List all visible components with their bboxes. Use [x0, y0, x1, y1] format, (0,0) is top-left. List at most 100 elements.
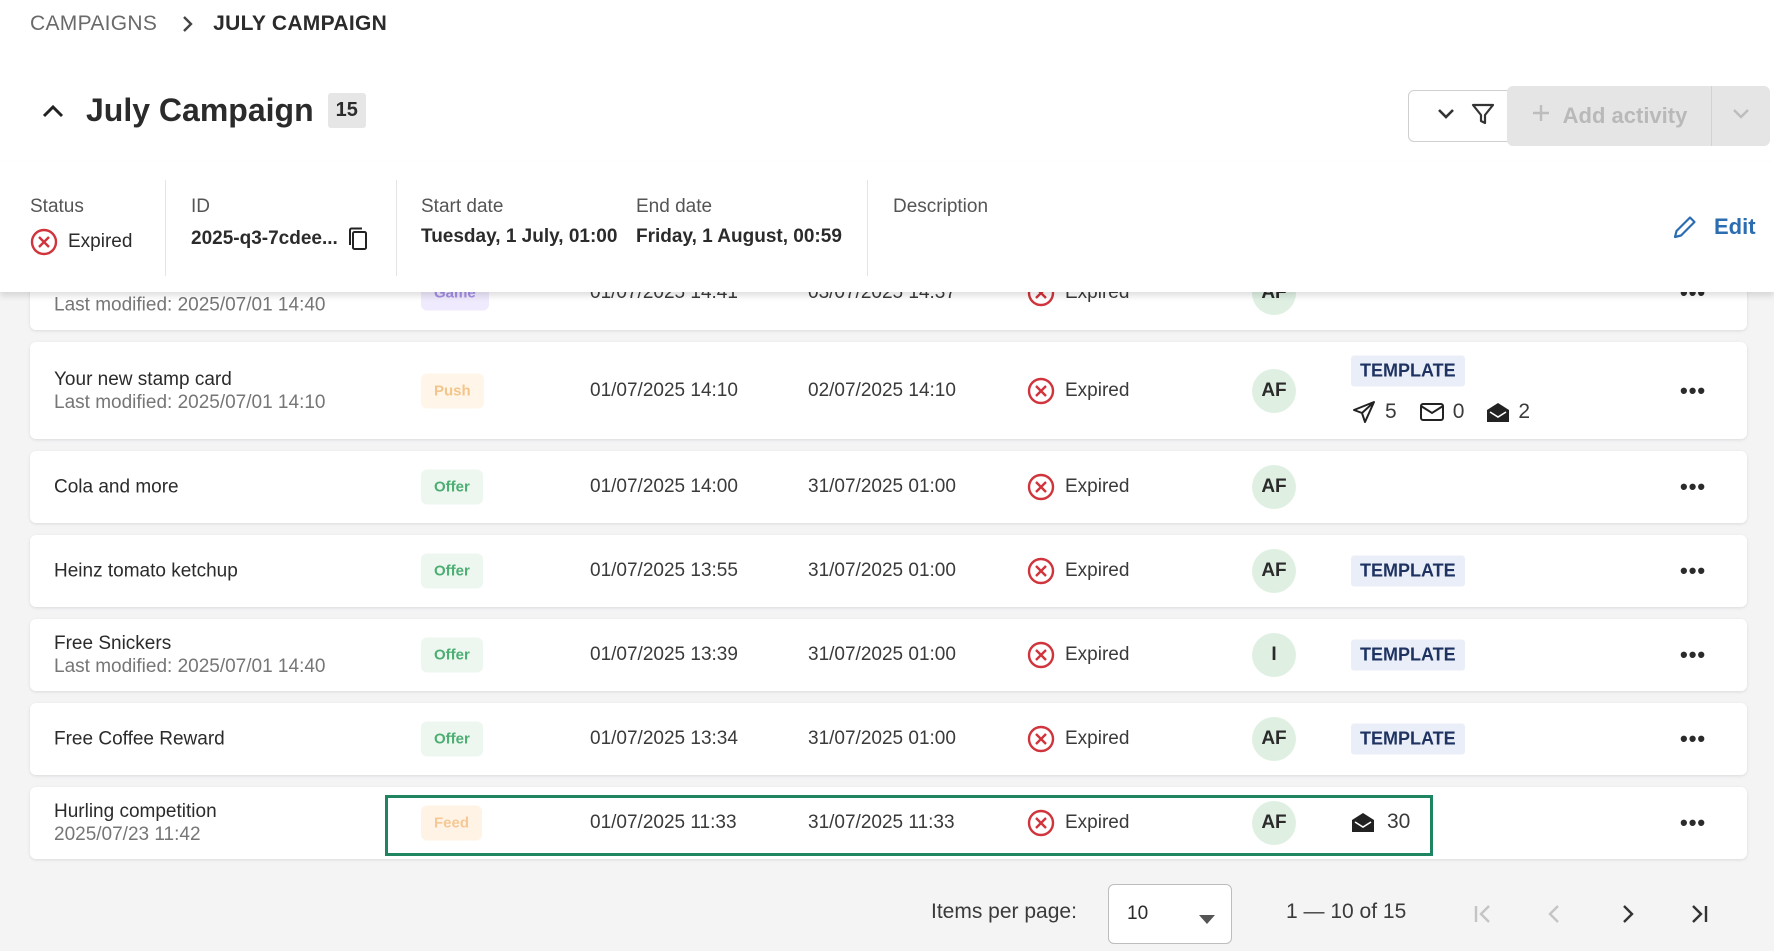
template-tag: TEMPLATE: [1351, 355, 1465, 387]
status-label: Status: [30, 196, 84, 217]
owner-avatar: AF: [1252, 465, 1296, 509]
activity-end-date: 31/07/2025 01:00: [808, 644, 956, 665]
activity-type-chip: Offer: [421, 469, 483, 505]
activity-end-date: 31/07/2025 11:33: [808, 812, 955, 833]
last-page-icon: [1692, 905, 1708, 923]
activity-name: Last modified: 2025/07/01 14:40: [54, 294, 325, 317]
end-date-label: End date: [636, 196, 713, 217]
status-text: Expired: [1065, 644, 1130, 665]
chevron-right-icon: [1623, 905, 1634, 923]
activity-row[interactable]: Hurling competition 2025/07/23 11:42 Fee…: [30, 787, 1747, 859]
activity-type-chip: Feed: [421, 805, 483, 841]
activity-title: Cola and more: [54, 476, 179, 498]
activity-title: Hurling competition: [54, 801, 217, 822]
filter-icon: [1470, 101, 1496, 132]
activity-row[interactable]: Cola and more Offer 01/07/2025 14:00 31/…: [30, 451, 1747, 523]
expired-icon: [1027, 473, 1055, 501]
expired-icon: [1027, 377, 1055, 404]
activity-name: Free Coffee Reward: [54, 728, 225, 751]
status-text: Expired: [1065, 476, 1130, 497]
status-text: Expired: [1065, 812, 1130, 833]
expired-icon: [1027, 641, 1055, 669]
add-activity-button[interactable]: Add activity: [1507, 86, 1711, 146]
last-page-button[interactable]: [1682, 897, 1716, 931]
activity-type-chip: Push: [421, 373, 484, 408]
items-per-page-value: 10: [1127, 903, 1149, 924]
more-options-button[interactable]: •••: [1680, 474, 1707, 499]
id-value: 2025-q3-7cdee...: [191, 226, 370, 252]
activity-title: Free Coffee Reward: [54, 728, 225, 750]
status-text: Expired: [1065, 728, 1130, 749]
next-page-button[interactable]: [1610, 897, 1644, 931]
activity-name: Your new stamp card Last modified: 2025/…: [54, 368, 325, 414]
sent-count: 5: [1385, 400, 1397, 423]
chevron-down-icon: [1732, 107, 1750, 125]
previous-page-button[interactable]: [1538, 897, 1572, 931]
campaign-info-panel: Status Expired ID 2025-q3-7cdee... Start…: [0, 162, 1774, 292]
delivered-count: 0: [1452, 400, 1465, 423]
filter-button[interactable]: [1408, 90, 1524, 142]
template-tag: TEMPLATE: [1351, 723, 1465, 755]
chevron-down-icon: [1436, 107, 1456, 126]
more-options-button[interactable]: •••: [1680, 810, 1707, 835]
activity-end-date: 31/07/2025 01:00: [808, 476, 956, 497]
activity-name: Free Snickers Last modified: 2025/07/01 …: [54, 632, 325, 678]
owner-avatar: AF: [1252, 801, 1296, 845]
id-label: ID: [191, 196, 210, 217]
chevron-left-icon: [1548, 905, 1559, 923]
activity-start-date: 01/07/2025 14:00: [590, 476, 738, 497]
edit-button[interactable]: Edit: [1670, 212, 1756, 242]
breadcrumb-campaigns-link[interactable]: CAMPAIGNS: [30, 12, 158, 35]
owner-avatar: AF: [1252, 549, 1296, 593]
activity-type-chip: Offer: [421, 553, 483, 589]
activity-start-date: 01/07/2025 13:39: [590, 644, 738, 665]
description-label: Description: [893, 196, 989, 217]
add-activity-menu-button[interactable]: [1711, 86, 1770, 146]
activity-row[interactable]: Your new stamp card Last modified: 2025/…: [30, 342, 1747, 439]
more-options-button[interactable]: •••: [1680, 726, 1707, 751]
pagination-range: 1 — 10 of 15: [1286, 900, 1407, 923]
more-options-button[interactable]: •••: [1680, 377, 1707, 403]
activity-start-date: 01/07/2025 13:34: [590, 728, 738, 749]
more-options-button[interactable]: •••: [1680, 642, 1707, 667]
expired-icon: [30, 228, 58, 256]
activity-status: Expired: [1027, 557, 1129, 585]
activity-title: Free Snickers: [54, 633, 172, 654]
message-stats: 5 0 2: [1351, 399, 1552, 425]
activity-row[interactable]: Free Snickers Last modified: 2025/07/01 …: [30, 619, 1747, 691]
status-text: Expired: [1065, 379, 1130, 401]
activity-start-date: 01/07/2025 13:55: [590, 560, 738, 581]
add-activity-label: Add activity: [1562, 103, 1688, 128]
activity-title: Your new stamp card: [54, 368, 232, 390]
activity-row[interactable]: Free Coffee Reward Offer 01/07/2025 13:3…: [30, 703, 1747, 775]
more-options-button[interactable]: •••: [1680, 558, 1707, 583]
activity-name: Cola and more: [54, 476, 179, 499]
activity-subtitle: 2025/07/23 11:42: [54, 824, 201, 845]
activity-title: Heinz tomato ketchup: [54, 560, 238, 582]
items-per-page-select[interactable]: 10: [1108, 884, 1232, 944]
copy-icon[interactable]: [346, 226, 370, 252]
activity-type-chip: Offer: [421, 637, 483, 673]
divider: [867, 180, 868, 276]
activity-row[interactable]: Heinz tomato ketchup Offer 01/07/2025 13…: [30, 535, 1747, 607]
divider: [396, 180, 397, 276]
activity-start-date: 01/07/2025 11:33: [590, 812, 737, 833]
activity-count-badge: 15: [327, 93, 366, 128]
chevron-up-icon[interactable]: [38, 96, 68, 126]
page-title: July Campaign: [86, 92, 314, 128]
mail-icon: [1419, 401, 1445, 423]
opened-count: 30: [1387, 810, 1411, 833]
activity-subtitle: Last modified: 2025/07/01 14:40: [54, 294, 326, 316]
status-text: Expired: [68, 231, 133, 252]
expired-icon: [1027, 725, 1055, 753]
activity-name: Hurling competition 2025/07/23 11:42: [54, 800, 217, 846]
status-text: Expired: [1065, 560, 1130, 581]
status-value: Expired: [30, 228, 132, 256]
activity-end-date: 31/07/2025 01:00: [808, 728, 956, 749]
template-tag: TEMPLATE: [1351, 555, 1465, 587]
first-page-button[interactable]: [1466, 897, 1500, 931]
title-row: July Campaign 15: [38, 92, 366, 129]
breadcrumb: CAMPAIGNS JULY CAMPAIGN: [30, 12, 387, 36]
activity-status: Expired: [1027, 725, 1129, 753]
selection-highlight: [385, 795, 1433, 856]
